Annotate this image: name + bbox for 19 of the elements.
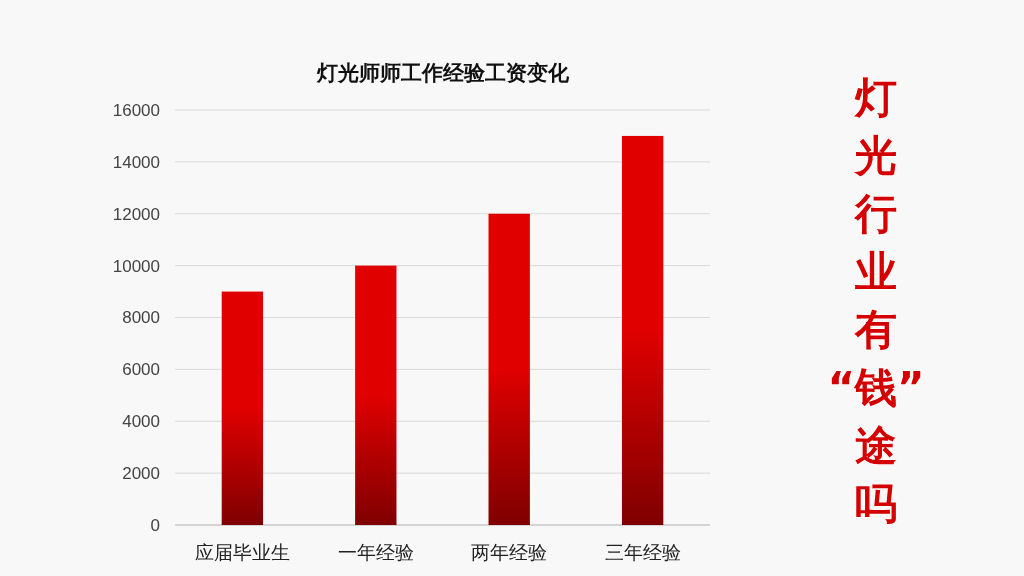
y-tick-label: 2000 bbox=[122, 464, 160, 484]
y-tick-label: 8000 bbox=[122, 308, 160, 328]
bar bbox=[221, 291, 264, 525]
x-tick-label: 应届毕业生 bbox=[194, 541, 290, 563]
chart-title: 灯光师师工作经验工资变化 bbox=[315, 61, 570, 85]
text: 灯光行业有“钱”途吗 bbox=[827, 73, 925, 528]
bar bbox=[488, 213, 530, 525]
y-tick-label: 14000 bbox=[112, 152, 160, 172]
y-tick-label: 10000 bbox=[112, 256, 160, 276]
y-tick-label: 0 bbox=[150, 515, 160, 535]
y-tick-label: 16000 bbox=[112, 100, 160, 120]
x-tick-label: 一年经验 bbox=[337, 541, 414, 563]
x-tick-label: 三年经验 bbox=[604, 541, 681, 563]
y-tick-label: 12000 bbox=[112, 204, 160, 224]
bar bbox=[355, 265, 397, 525]
x-tick-label: 两年经验 bbox=[471, 541, 548, 563]
bar bbox=[621, 135, 664, 525]
y-tick-label: 4000 bbox=[122, 412, 160, 432]
y-tick-label: 6000 bbox=[122, 360, 160, 380]
